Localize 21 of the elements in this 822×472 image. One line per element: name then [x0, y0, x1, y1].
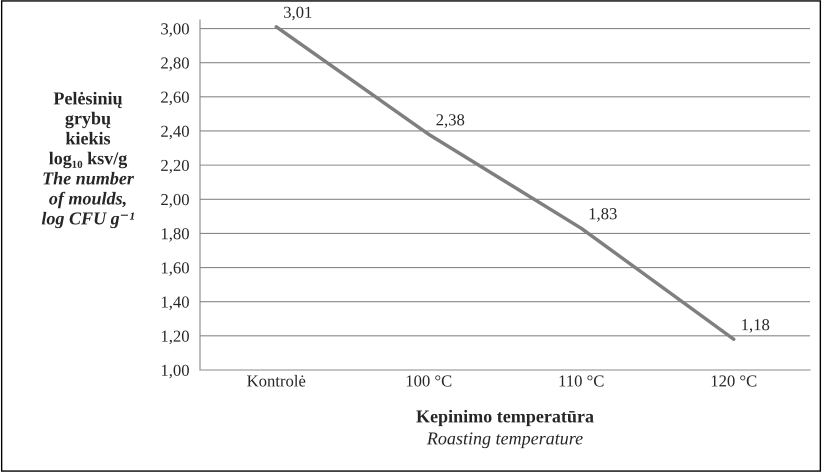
y-tick-label: 1,00: [162, 364, 189, 378]
x-axis-title: Kepinimo temperatūra Roasting temperature: [416, 410, 594, 448]
data-label: 2,38: [436, 114, 464, 128]
y-tick-label: 2,20: [161, 160, 189, 174]
y-tick-label: 2,40: [161, 126, 189, 140]
x-tick-label: 110 °C: [560, 375, 604, 387]
x-tick-label: 120 °C: [712, 375, 756, 387]
x-tick-label: 100 °C: [406, 375, 452, 387]
y-tick-label: 1,40: [162, 296, 189, 310]
y-tick-label: 1,60: [162, 262, 189, 276]
data-label: 3,01: [284, 6, 312, 20]
y-tick-label: 1,80: [162, 228, 189, 242]
y-tick-label: 2,80: [161, 57, 189, 72]
data-label: 1,83: [590, 208, 617, 222]
y-tick-label: 3,00: [161, 23, 189, 37]
x-tick-label: Kontrolė: [247, 374, 306, 387]
y-axis-title: Pelėsinių grybų kiekis log₁₀ ksv/g The number of moulds, log CFU g⁻¹: [42, 92, 134, 228]
y-tick-label: 1,20: [162, 330, 189, 344]
y-tick-label: 2,00: [161, 194, 189, 208]
y-tick-label: 2,60: [161, 92, 189, 106]
data-label: 1,18: [742, 319, 770, 333]
